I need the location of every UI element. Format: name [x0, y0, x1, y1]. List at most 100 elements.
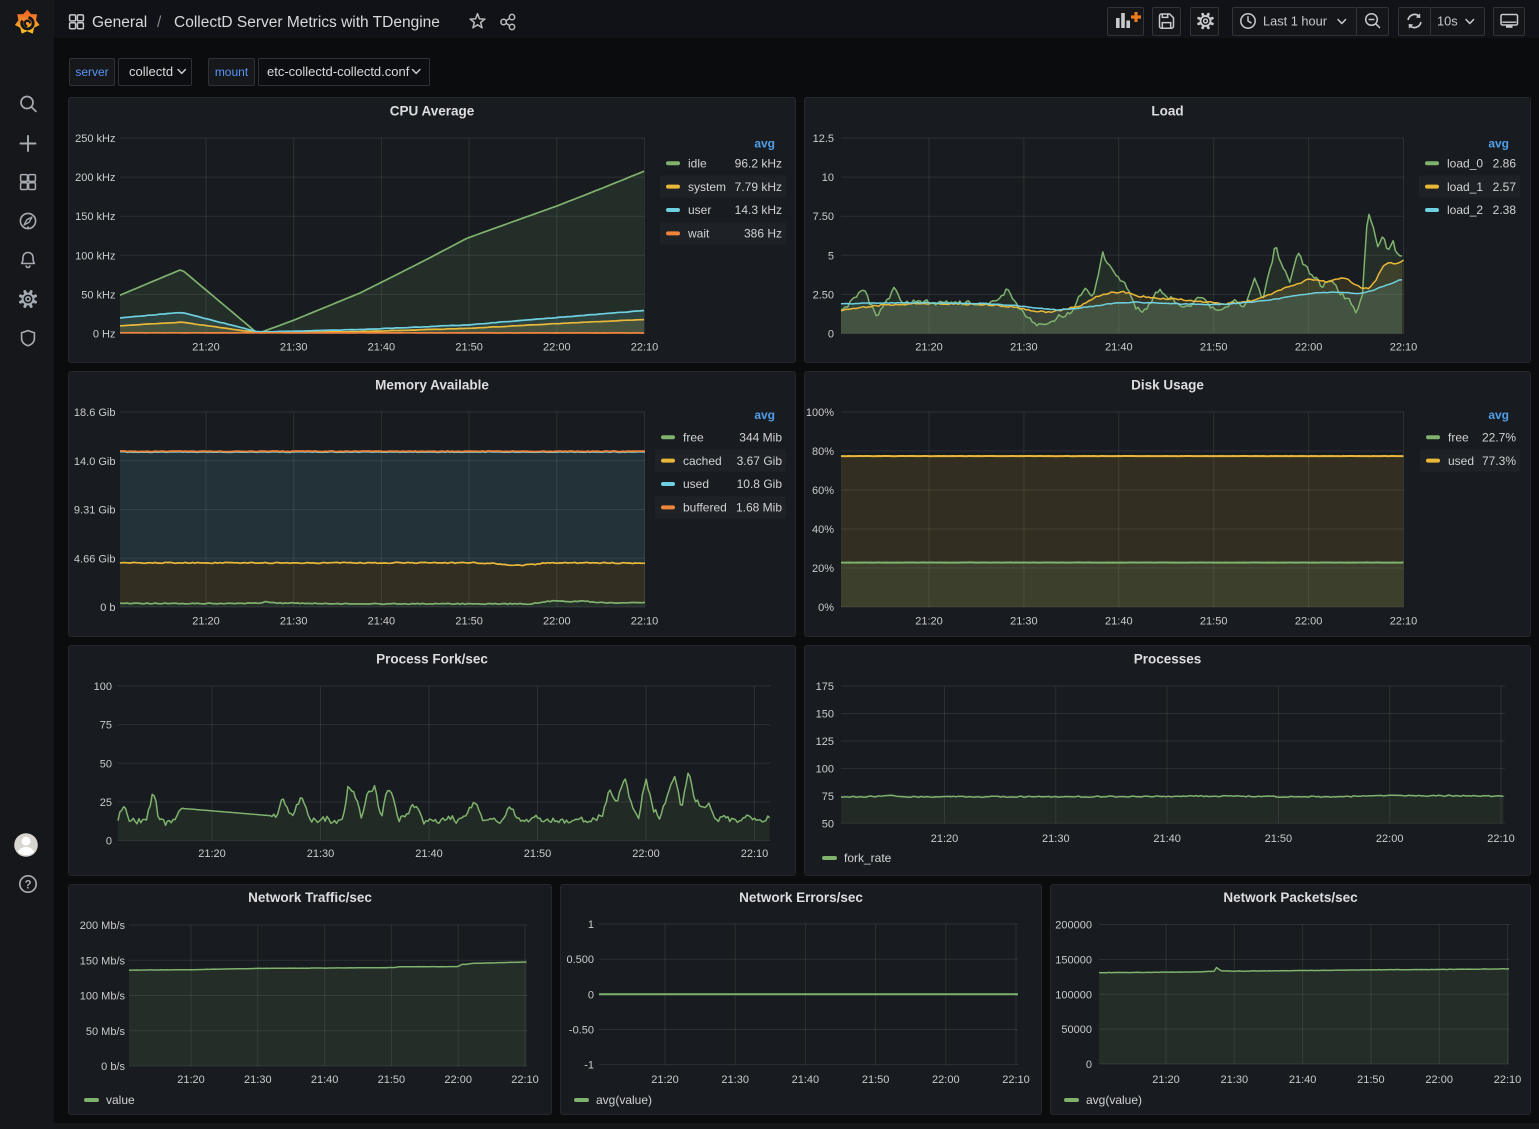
svg-text:150 kHz: 150 kHz: [75, 211, 115, 223]
svg-text:/: /: [157, 14, 162, 31]
svg-text:21:40: 21:40: [368, 342, 396, 354]
svg-text:Network Packets/sec: Network Packets/sec: [1223, 890, 1358, 905]
svg-text:22:00: 22:00: [1376, 833, 1404, 845]
svg-text:12.5: 12.5: [813, 133, 834, 145]
svg-text:21:40: 21:40: [1105, 342, 1133, 354]
svg-text:cached: cached: [683, 454, 722, 468]
svg-text:10: 10: [822, 172, 834, 184]
svg-text:60%: 60%: [812, 485, 834, 497]
svg-text:Process Fork/sec: Process Fork/sec: [376, 652, 488, 667]
svg-text:7.79 kHz: 7.79 kHz: [735, 180, 782, 194]
svg-text:21:30: 21:30: [1221, 1074, 1249, 1086]
svg-text:21:30: 21:30: [307, 848, 335, 860]
svg-text:CPU Average: CPU Average: [390, 104, 475, 119]
svg-text:21:30: 21:30: [280, 342, 308, 354]
svg-text:load_2: load_2: [1447, 203, 1483, 217]
svg-text:344 Mib: 344 Mib: [739, 430, 782, 444]
svg-text:0 b/s: 0 b/s: [101, 1061, 125, 1073]
svg-text:22:00: 22:00: [1295, 342, 1323, 354]
svg-text:0 Hz: 0 Hz: [93, 329, 116, 341]
svg-text:21:30: 21:30: [280, 616, 308, 628]
svg-text:0%: 0%: [818, 602, 834, 614]
svg-text:250 kHz: 250 kHz: [75, 133, 115, 145]
svg-text:22:10: 22:10: [1487, 833, 1515, 845]
svg-text:21:50: 21:50: [862, 1074, 890, 1086]
svg-text:21:50: 21:50: [1200, 616, 1228, 628]
svg-text:50: 50: [822, 818, 834, 830]
svg-text:5: 5: [828, 250, 834, 262]
svg-text:100: 100: [94, 681, 112, 693]
svg-text:free: free: [1448, 430, 1469, 444]
svg-text:100 Mb/s: 100 Mb/s: [80, 991, 126, 1003]
svg-text:21:50: 21:50: [524, 848, 552, 860]
svg-text:10.8 Gib: 10.8 Gib: [737, 477, 783, 491]
svg-text:77.3%: 77.3%: [1482, 454, 1516, 468]
svg-text:200000: 200000: [1055, 920, 1092, 932]
svg-text:40%: 40%: [812, 524, 834, 536]
svg-text:75: 75: [822, 791, 834, 803]
svg-text:50000: 50000: [1061, 1024, 1092, 1036]
svg-text:21:30: 21:30: [1042, 833, 1070, 845]
svg-text:Memory Available: Memory Available: [375, 378, 489, 393]
svg-text:21:40: 21:40: [311, 1074, 339, 1086]
svg-text:150: 150: [816, 709, 834, 721]
svg-text:21:40: 21:40: [1105, 616, 1133, 628]
svg-text:21:20: 21:20: [915, 342, 943, 354]
svg-text:80%: 80%: [812, 446, 834, 458]
svg-text:22:10: 22:10: [741, 848, 769, 860]
svg-text:value: value: [106, 1093, 135, 1107]
svg-text:21:30: 21:30: [721, 1074, 749, 1086]
svg-text:22:10: 22:10: [1390, 616, 1418, 628]
svg-text:100: 100: [816, 763, 834, 775]
svg-text:175: 175: [816, 681, 834, 693]
svg-text:-0.50: -0.50: [569, 1025, 594, 1037]
svg-text:?: ?: [24, 880, 31, 892]
svg-text:21:40: 21:40: [792, 1074, 820, 1086]
svg-text:1: 1: [588, 919, 594, 931]
svg-text:21:40: 21:40: [415, 848, 443, 860]
svg-text:Last 1 hour: Last 1 hour: [1263, 14, 1328, 29]
svg-text:Disk Usage: Disk Usage: [1131, 378, 1204, 393]
svg-text:22:10: 22:10: [1002, 1074, 1030, 1086]
svg-text:14.3 kHz: 14.3 kHz: [735, 203, 782, 217]
svg-text:75: 75: [100, 720, 112, 732]
svg-text:fork_rate: fork_rate: [844, 851, 892, 865]
svg-text:free: free: [683, 430, 704, 444]
svg-text:22:10: 22:10: [1494, 1074, 1522, 1086]
svg-text:avg: avg: [754, 408, 775, 422]
svg-text:user: user: [688, 203, 711, 217]
svg-text:100000: 100000: [1055, 989, 1092, 1001]
svg-text:21:20: 21:20: [915, 616, 943, 628]
svg-text:25: 25: [100, 797, 112, 809]
svg-text:22:00: 22:00: [632, 848, 660, 860]
svg-text:10s: 10s: [1437, 14, 1458, 29]
svg-text:22:00: 22:00: [1425, 1074, 1453, 1086]
svg-text:50: 50: [100, 758, 112, 770]
svg-text:0: 0: [588, 989, 594, 1001]
svg-text:21:20: 21:20: [931, 833, 959, 845]
svg-text:22:00: 22:00: [444, 1074, 472, 1086]
svg-text:0: 0: [828, 329, 834, 341]
svg-text:22:00: 22:00: [1295, 616, 1323, 628]
svg-text:system: system: [688, 180, 726, 194]
svg-text:0 b: 0 b: [100, 602, 115, 614]
svg-text:21:30: 21:30: [1010, 616, 1038, 628]
svg-text:200 kHz: 200 kHz: [75, 172, 115, 184]
svg-text:21:20: 21:20: [1152, 1074, 1180, 1086]
svg-text:96.2 kHz: 96.2 kHz: [735, 156, 782, 170]
svg-text:18.6 Gib: 18.6 Gib: [74, 407, 116, 419]
svg-text:22:00: 22:00: [543, 616, 571, 628]
svg-text:wait: wait: [687, 227, 710, 241]
svg-text:100%: 100%: [806, 407, 834, 419]
svg-text:21:20: 21:20: [198, 848, 226, 860]
svg-text:Load: Load: [1151, 104, 1183, 119]
svg-text:avg: avg: [1488, 137, 1509, 151]
svg-text:50 Mb/s: 50 Mb/s: [86, 1026, 126, 1038]
svg-text:21:50: 21:50: [1357, 1074, 1385, 1086]
svg-text:21:40: 21:40: [1289, 1074, 1317, 1086]
svg-text:21:20: 21:20: [192, 342, 220, 354]
svg-text:21:50: 21:50: [455, 342, 483, 354]
svg-text:3.67 Gib: 3.67 Gib: [737, 454, 783, 468]
svg-text:0: 0: [106, 836, 112, 848]
svg-text:21:40: 21:40: [368, 616, 396, 628]
